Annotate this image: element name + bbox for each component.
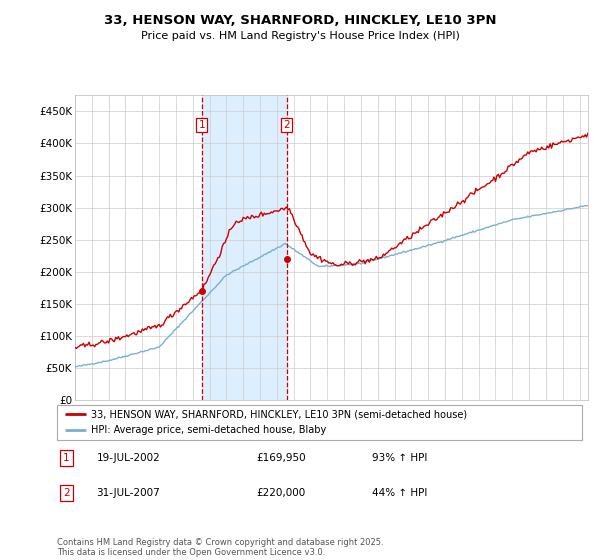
Text: Contains HM Land Registry data © Crown copyright and database right 2025.
This d: Contains HM Land Registry data © Crown c… [57,538,383,557]
Text: 31-JUL-2007: 31-JUL-2007 [97,488,160,498]
Text: 2: 2 [283,120,290,130]
Text: 33, HENSON WAY, SHARNFORD, HINCKLEY, LE10 3PN: 33, HENSON WAY, SHARNFORD, HINCKLEY, LE1… [104,14,496,27]
Text: 44% ↑ HPI: 44% ↑ HPI [372,488,427,498]
Text: HPI: Average price, semi-detached house, Blaby: HPI: Average price, semi-detached house,… [91,425,326,435]
Bar [202,95,287,400]
FancyBboxPatch shape [57,405,582,440]
Text: £220,000: £220,000 [257,488,306,498]
Text: 2: 2 [63,488,70,498]
Text: 19-JUL-2002: 19-JUL-2002 [97,453,160,463]
Text: Price paid vs. HM Land Registry's House Price Index (HPI): Price paid vs. HM Land Registry's House … [140,31,460,41]
Text: 93% ↑ HPI: 93% ↑ HPI [372,453,427,463]
Text: 33, HENSON WAY, SHARNFORD, HINCKLEY, LE10 3PN (semi-detached house): 33, HENSON WAY, SHARNFORD, HINCKLEY, LE1… [91,409,467,419]
Text: 1: 1 [199,120,205,130]
Text: 1: 1 [63,453,70,463]
Text: £169,950: £169,950 [257,453,306,463]
